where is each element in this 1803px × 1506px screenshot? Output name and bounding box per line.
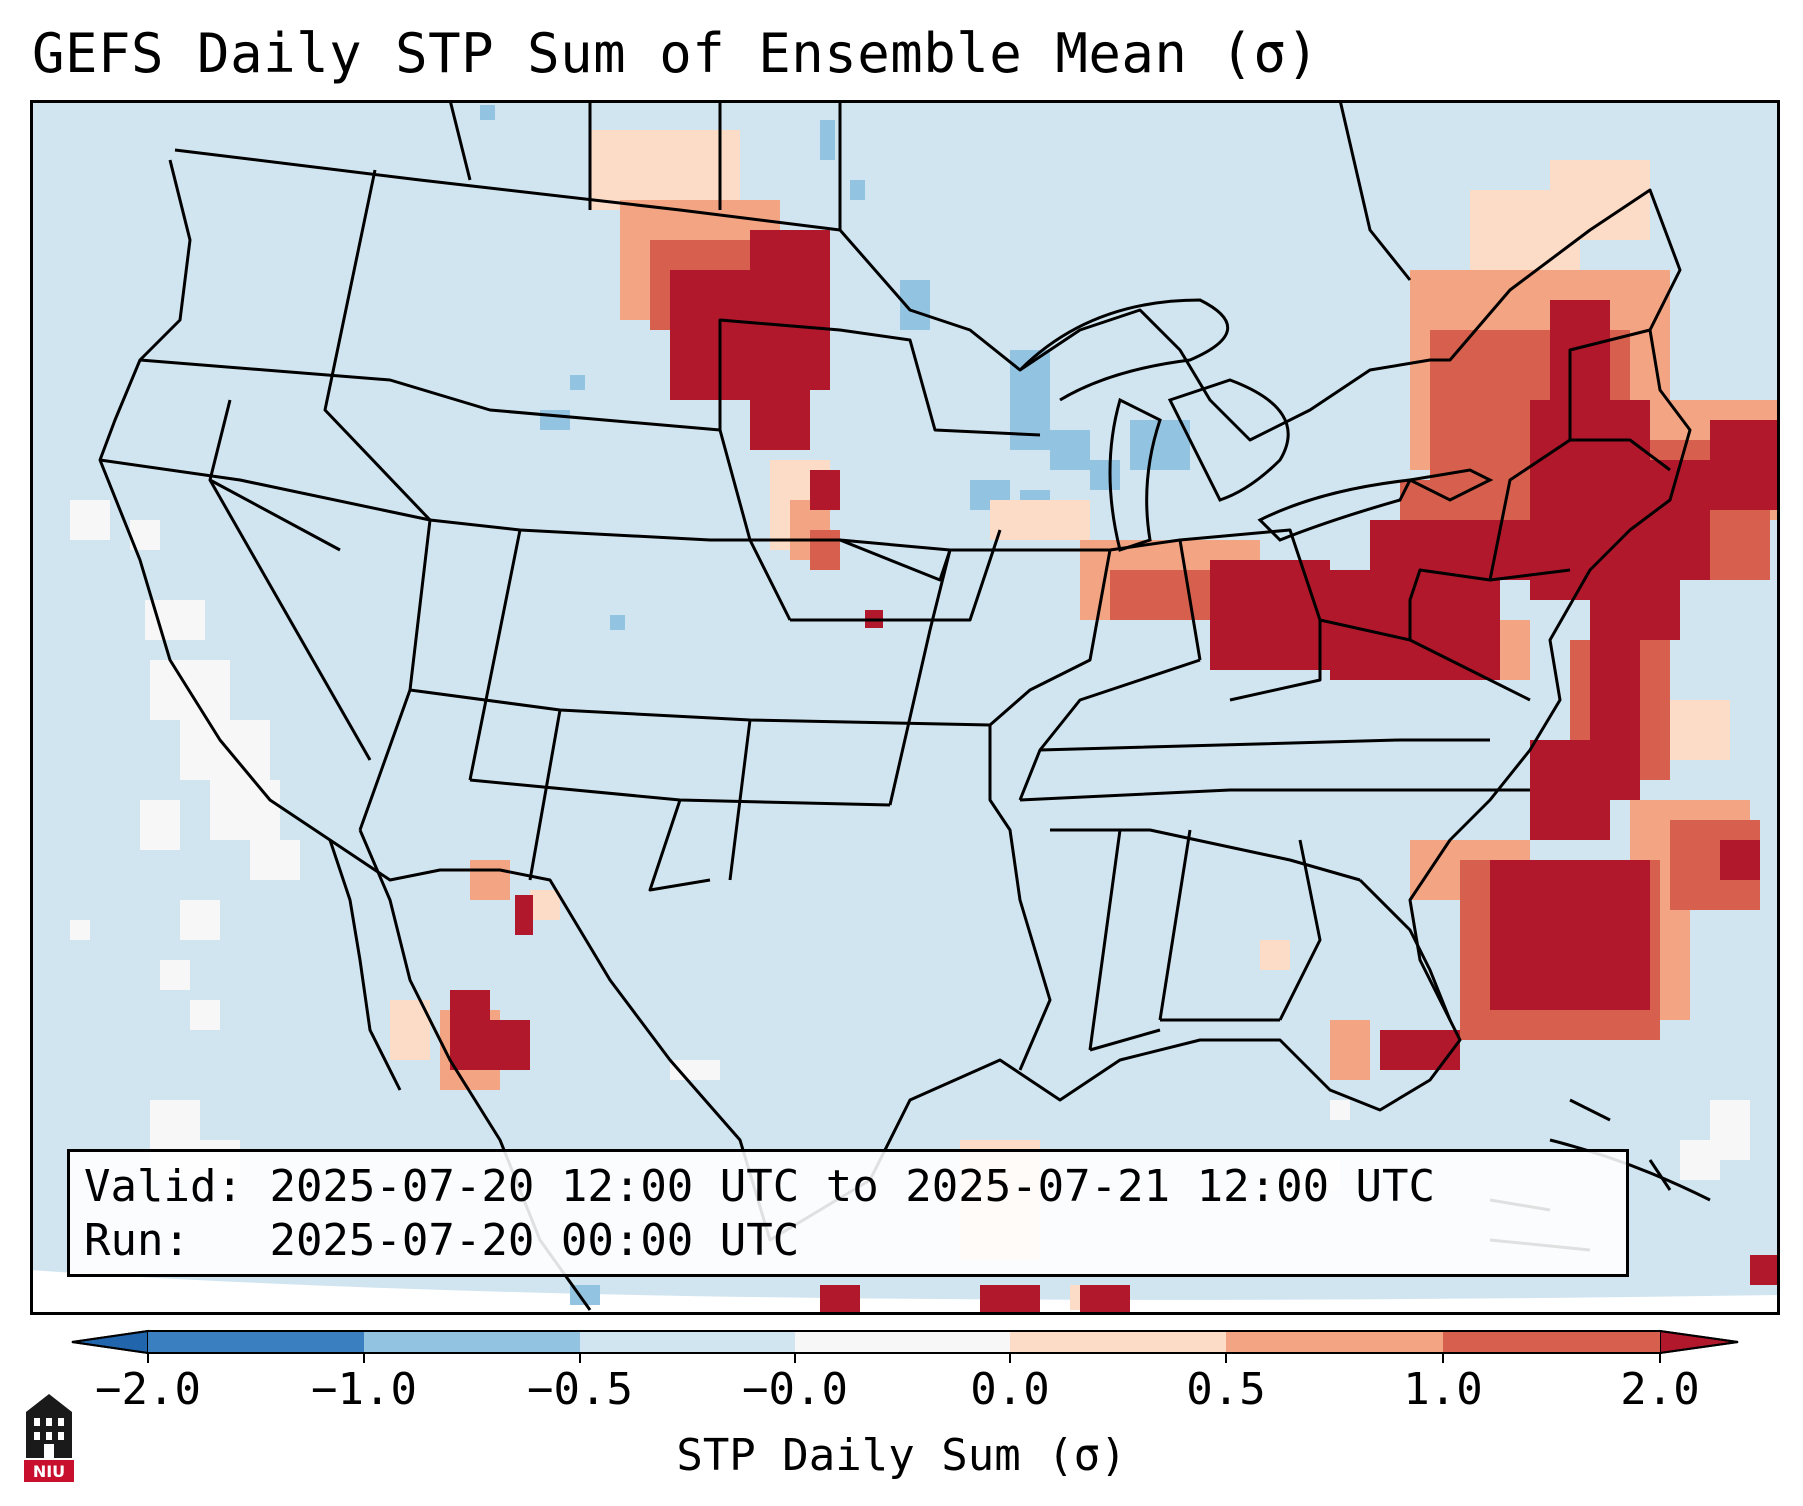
colorbar-tick-label: −2.0 (95, 1364, 201, 1415)
colorbar-tick-label: −1.0 (311, 1364, 417, 1415)
us-outline (98, 148, 1692, 1242)
colorbar-tick-label: 2.0 (1620, 1364, 1700, 1415)
valid-time: 2025-07-20 12:00 UTC to 2025-07-21 12:00… (269, 1161, 1436, 1212)
colorbar-tick-label: 1.0 (1403, 1364, 1483, 1415)
colorbar-bin (1010, 1331, 1226, 1353)
run-label: Run: (84, 1215, 190, 1266)
map-panel (30, 100, 1780, 1315)
colorbar-bin (1443, 1331, 1660, 1353)
niu-logo: NIU (24, 1394, 74, 1482)
field-pacific-neutral (70, 500, 1750, 1190)
colorbar (71, 1329, 1739, 1363)
run-time: 2025-07-20 00:00 UTC (269, 1215, 800, 1266)
colorbar-under-arrow (71, 1329, 149, 1355)
map-frame (30, 100, 1780, 1315)
colorbar-bin (580, 1331, 795, 1353)
valid-label: Valid: (84, 1161, 243, 1212)
colorbar-tick-label: 0.0 (970, 1364, 1050, 1415)
field-strong-positive (450, 230, 1780, 1315)
logo-text: NIU (33, 1462, 65, 1481)
colorbar-bin (364, 1331, 580, 1353)
colorbar-bin (1226, 1331, 1443, 1353)
colorbar-title: STP Daily Sum (σ) (676, 1430, 1127, 1481)
valid-run-box: Valid: 2025-07-20 12:00 UTC to 2025-07-2… (67, 1149, 1629, 1277)
great-lakes (1018, 298, 1494, 552)
colorbar-over-arrow (1659, 1329, 1739, 1355)
colorbar-bin (148, 1331, 364, 1353)
colorbar-tick-label: 0.5 (1186, 1364, 1266, 1415)
colorbar-tick-label: −0.0 (742, 1364, 848, 1415)
state-borders (98, 148, 1692, 1242)
map-title: GEFS Daily STP Sum of Ensemble Mean (σ) (32, 22, 1320, 85)
colorbar-bin (795, 1331, 1010, 1353)
colorbar-tick-label: −0.5 (527, 1364, 633, 1415)
projection-edge (30, 1270, 1780, 1315)
